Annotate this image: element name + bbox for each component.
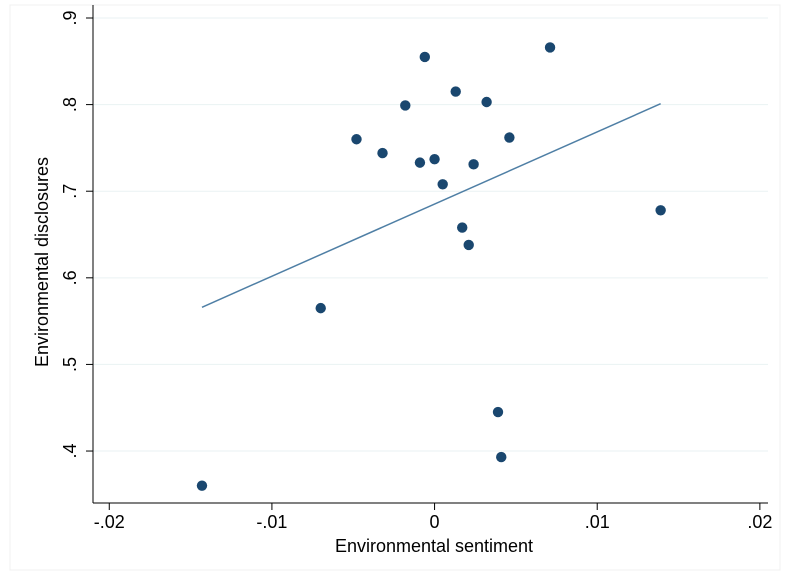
x-axis-title: Environmental sentiment xyxy=(335,536,533,556)
data-point xyxy=(504,132,515,143)
y-axis-title: Environmental disclosures xyxy=(32,157,52,367)
x-tick-label: -.01 xyxy=(256,512,287,532)
data-point xyxy=(481,96,492,108)
data-point xyxy=(419,51,431,63)
fitted-line xyxy=(201,103,661,308)
data-point xyxy=(496,451,507,463)
x-tick-label: 0 xyxy=(430,512,440,532)
data-point xyxy=(400,100,411,111)
x-tick-label: .01 xyxy=(585,512,610,532)
data-point xyxy=(315,302,326,314)
data-point xyxy=(351,134,362,145)
data-point xyxy=(437,179,448,190)
data-point xyxy=(544,42,556,53)
y-tick-label: .8 xyxy=(60,97,80,112)
grid-lines xyxy=(93,17,768,452)
y-tick-label: .9 xyxy=(60,10,80,25)
data-point xyxy=(457,222,468,233)
x-tick-label: .02 xyxy=(747,512,772,532)
chart-frame xyxy=(9,4,781,571)
data-point xyxy=(492,406,504,418)
data-point xyxy=(655,205,666,216)
y-tick-label: .5 xyxy=(60,357,80,372)
y-tick-label: .7 xyxy=(60,184,80,199)
y-tick-label: .6 xyxy=(60,270,80,285)
scatter-points xyxy=(196,42,666,491)
data-point xyxy=(463,239,474,251)
data-point xyxy=(414,157,426,168)
data-point xyxy=(450,86,461,97)
fit-line-layer xyxy=(201,103,661,308)
data-point xyxy=(468,159,479,170)
x-tick-label: -.02 xyxy=(94,512,125,532)
axes: .4 .5 .6 .7 .8 .9 -.02 -.01 0 .01 .02 xyxy=(60,5,772,532)
data-point xyxy=(196,480,208,491)
data-point xyxy=(429,153,440,165)
y-tick-label: .4 xyxy=(60,444,80,459)
data-point xyxy=(377,147,388,159)
